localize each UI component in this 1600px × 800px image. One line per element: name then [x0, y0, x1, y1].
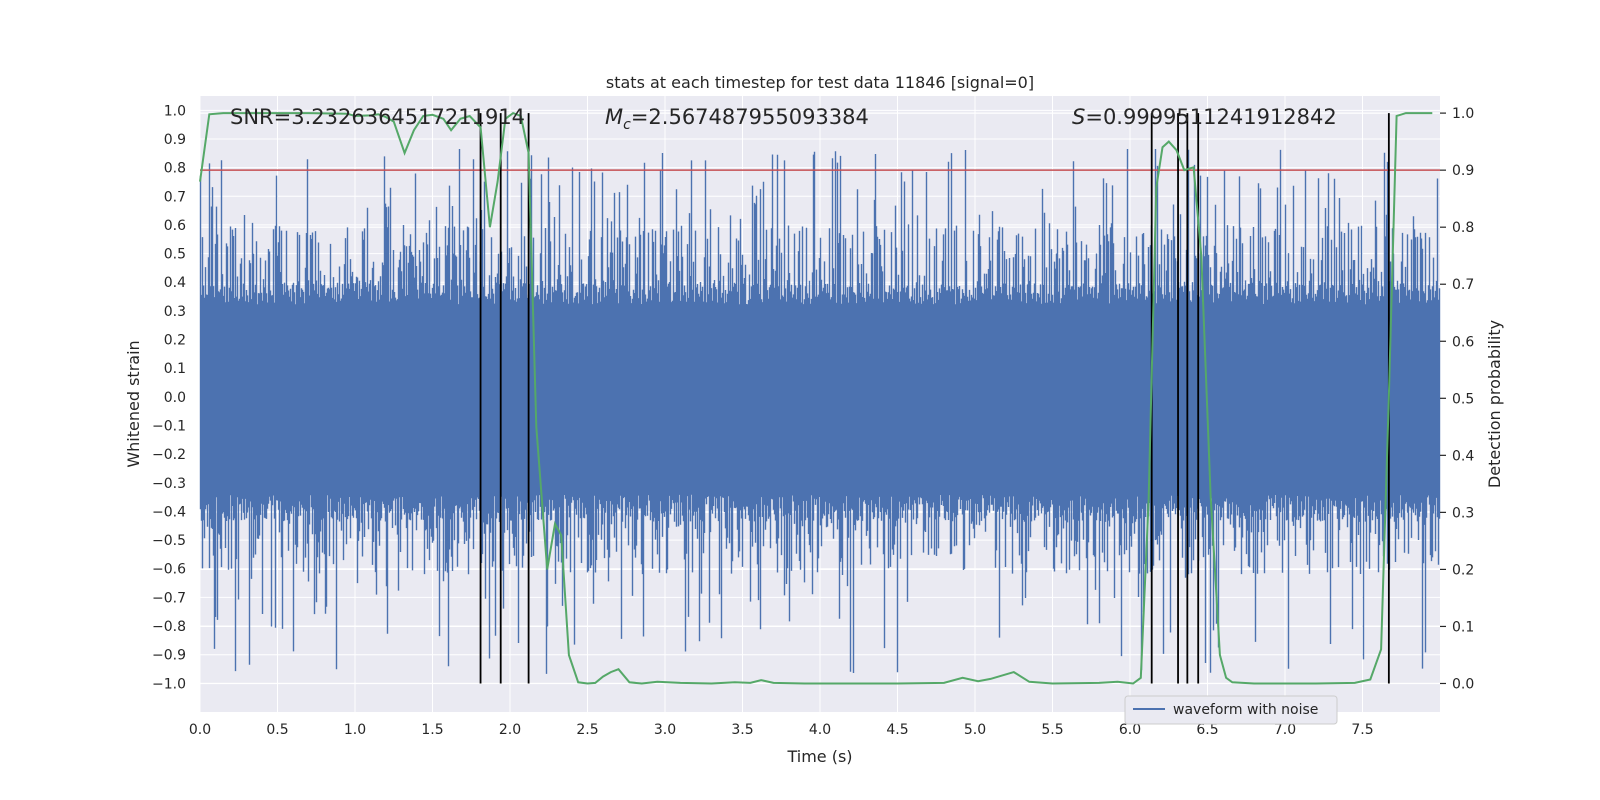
chirp-mass-annotation: Mc=2.567487955093384 — [605, 105, 869, 133]
x-tick-label: 3.5 — [731, 722, 753, 738]
x-tick-label: 7.0 — [1274, 722, 1296, 738]
y-right-tick-label: 0.0 — [1452, 676, 1474, 692]
y-axis-left-ticks: 1.0 0.9 0.8 0.7 0.6 0.5 0.4 0.3 0.2 0.1 0.0 −0.1 −0.… — [152, 103, 186, 692]
y-right-tick-label: 0.7 — [1452, 277, 1474, 293]
chirp-mass-symbol: M — [605, 105, 623, 129]
y-left-tick-label: 0.9 — [164, 132, 186, 148]
y-left-tick-label: 1.0 — [164, 103, 186, 119]
y-axis-right-label: Detection probability — [1485, 320, 1504, 488]
snr-annotation: SNR=3.2326364517211914 — [230, 105, 525, 129]
x-tick-label: 7.5 — [1351, 722, 1373, 738]
y-left-tick-label: 0.6 — [164, 218, 186, 234]
y-right-tick-label: 1.0 — [1452, 106, 1474, 122]
y-left-tick-label: 0.4 — [164, 275, 186, 291]
y-right-tick-label: 0.4 — [1452, 448, 1474, 464]
y-left-tick-label: 0.2 — [164, 333, 186, 349]
y-left-tick-label: 0.0 — [164, 390, 186, 406]
y-right-tick-label: 0.2 — [1452, 562, 1474, 578]
chirp-mass-value: =2.567487955093384 — [631, 105, 869, 129]
y-left-tick-label: −0.7 — [152, 590, 186, 606]
x-tick-label: 3.0 — [654, 722, 676, 738]
y-left-tick-label: 0.8 — [164, 161, 186, 177]
x-axis-ticks: 0.0 0.5 1.0 1.5 2.0 2.5 3.0 3.5 4.0 4.5 5.0 5.5 6.0 6… — [189, 722, 1374, 738]
x-tick-label: 2.0 — [499, 722, 521, 738]
legend: waveform with noise — [1124, 695, 1338, 725]
y-left-tick-label: 0.1 — [164, 361, 186, 377]
y-right-tick-label: 0.9 — [1452, 163, 1474, 179]
chirp-mass-subscript: c — [623, 117, 631, 133]
x-tick-label: 5.5 — [1041, 722, 1063, 738]
y-left-tick-label: −0.1 — [152, 418, 186, 434]
x-tick-label: 1.0 — [344, 722, 366, 738]
score-value: =0.9999511241912842 — [1085, 105, 1336, 129]
y-left-tick-label: −1.0 — [152, 676, 186, 692]
legend-box — [1124, 695, 1338, 725]
y-left-tick-label: 0.5 — [164, 247, 186, 263]
waveform-path — [199, 149, 1441, 674]
detection-vertical-lines — [479, 113, 1390, 684]
x-tick-label: 5.0 — [964, 722, 986, 738]
y-right-tick-label: 0.5 — [1452, 391, 1474, 407]
x-tick-label: 1.5 — [421, 722, 443, 738]
x-tick-label: 4.5 — [886, 722, 908, 738]
y-left-tick-label: 0.7 — [164, 189, 186, 205]
x-tick-label: 0.5 — [266, 722, 288, 738]
x-axis-label: Time (s) — [786, 747, 852, 766]
x-tick-label: 2.5 — [576, 722, 598, 738]
detection-probability-line — [199, 111, 1433, 685]
y-right-tick-label: 0.8 — [1452, 220, 1474, 236]
y-axis-right-ticks: 1.0 0.9 0.8 0.7 0.6 0.5 0.4 0.3 0.2 0.1 0.0 — [1440, 106, 1474, 692]
y-right-tick-label: 0.1 — [1452, 619, 1474, 635]
y-left-tick-label: −0.4 — [152, 504, 186, 520]
chart-title: stats at each timestep for test data 118… — [606, 73, 1034, 92]
y-left-tick-label: 0.3 — [164, 304, 186, 320]
x-tick-label: 6.5 — [1196, 722, 1218, 738]
y-left-tick-label: −0.6 — [152, 562, 186, 578]
score-annotation: S=0.9999511241912842 — [1072, 105, 1337, 129]
legend-label: waveform with noise — [1173, 702, 1318, 718]
y-left-tick-label: −0.2 — [152, 447, 186, 463]
x-tick-label: 4.0 — [809, 722, 831, 738]
y-left-tick-label: −0.5 — [152, 533, 186, 549]
y-right-tick-label: 0.6 — [1452, 334, 1474, 350]
x-tick-label: 0.0 — [189, 722, 211, 738]
x-tick-label: 6.0 — [1119, 722, 1141, 738]
y-left-tick-label: −0.8 — [152, 619, 186, 635]
y-axis-left-label: Whitened strain — [124, 340, 143, 467]
y-right-tick-label: 0.3 — [1452, 505, 1474, 521]
score-symbol: S — [1072, 105, 1085, 129]
y-left-tick-label: −0.3 — [152, 476, 186, 492]
waveform-series — [199, 149, 1441, 674]
y-left-tick-label: −0.9 — [152, 648, 186, 664]
